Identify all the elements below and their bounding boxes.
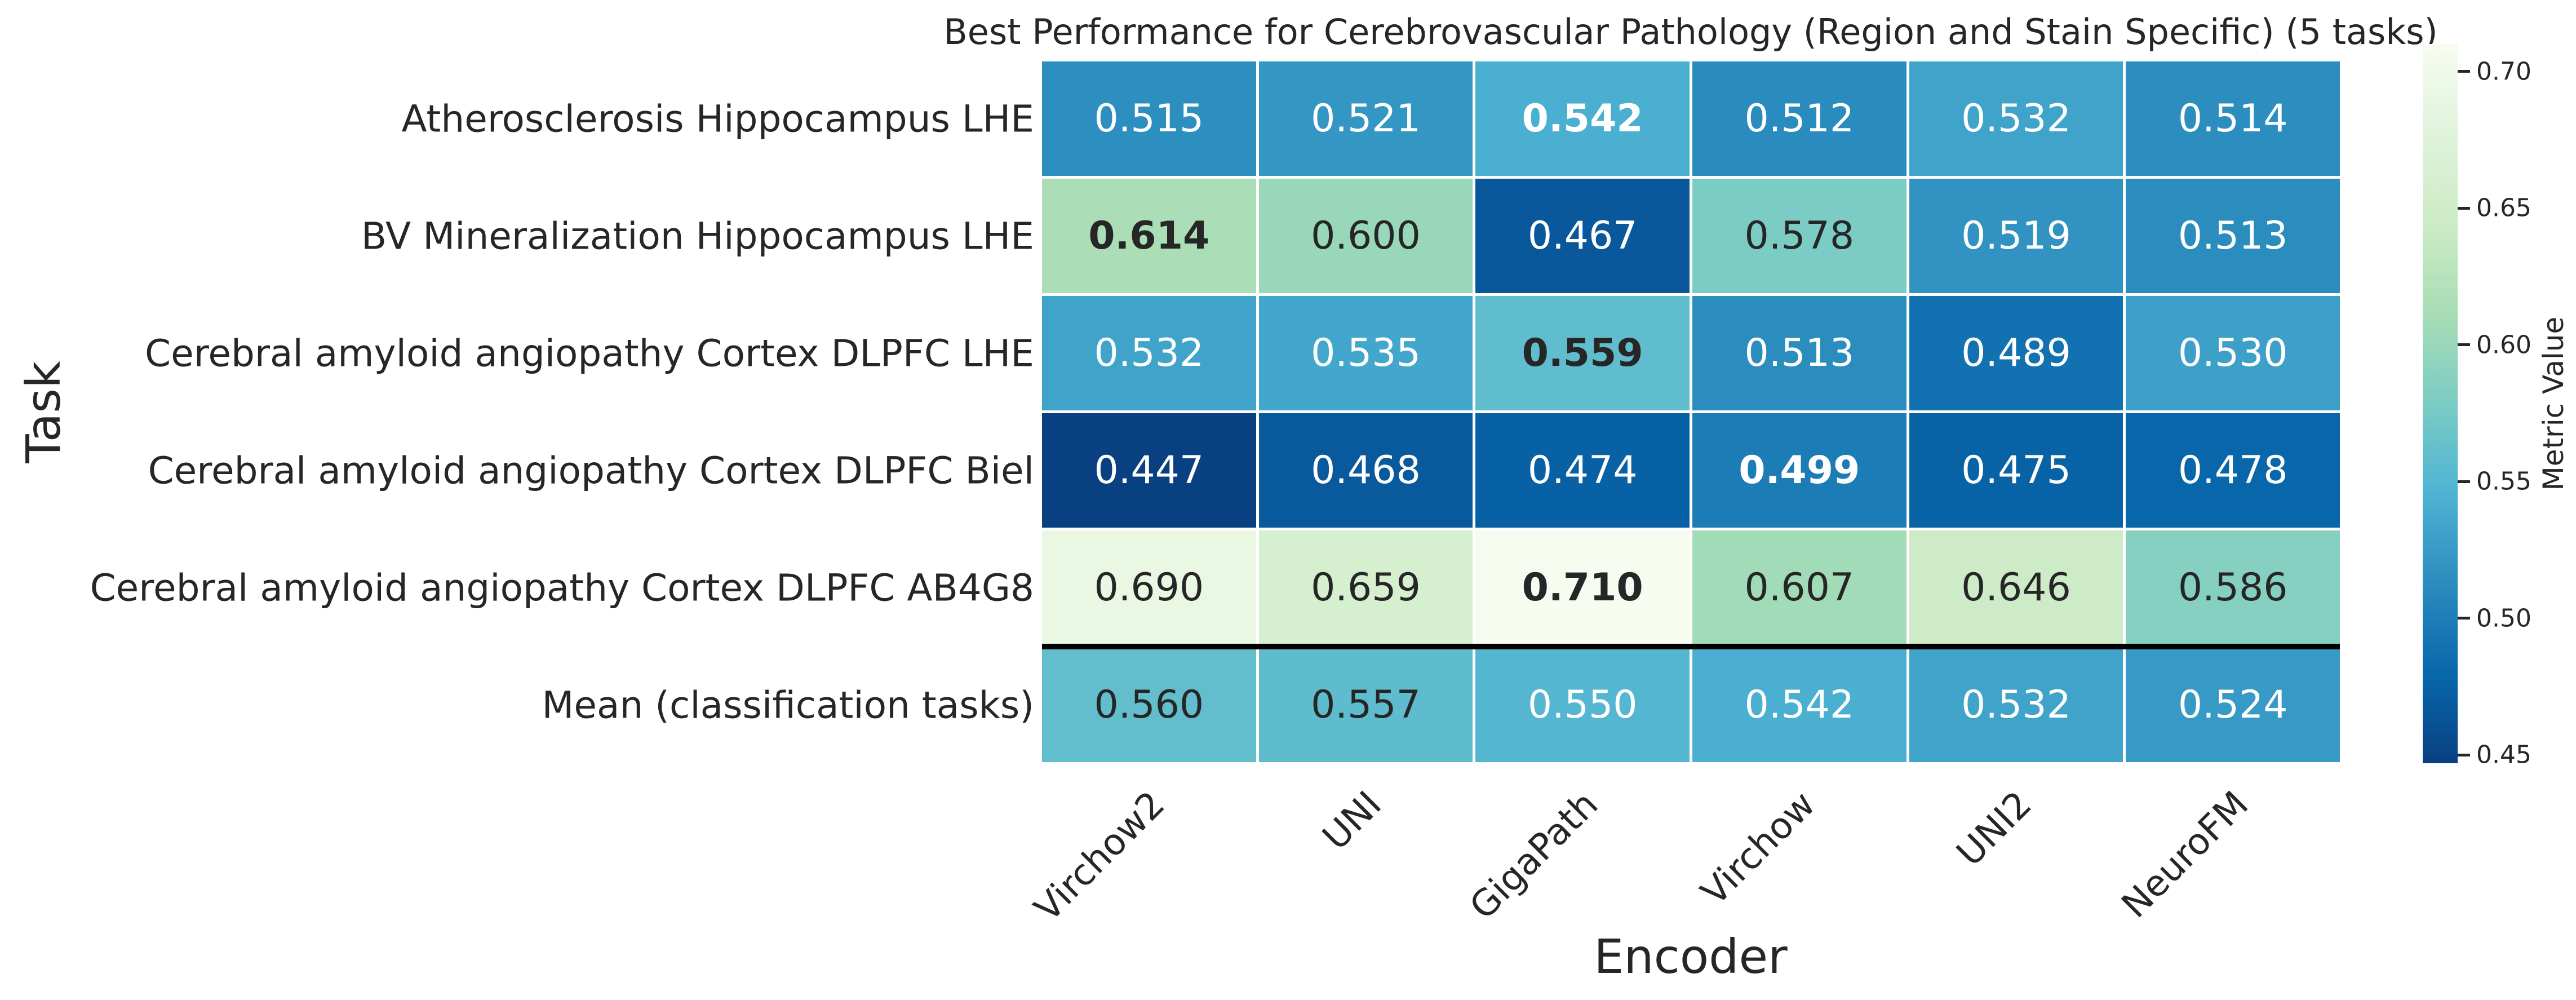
heatmap-cell: 0.532: [1042, 296, 1256, 410]
heatmap-cell: 0.557: [1258, 648, 1473, 762]
heatmap-cell: 0.614: [1042, 179, 1256, 293]
heatmap-cell: 0.514: [2126, 61, 2340, 176]
heatmap-cell: 0.659: [1258, 530, 1473, 645]
col-label: UNI2: [1949, 784, 2040, 875]
row-label: Cerebral amyloid angiopathy Cortex DLPFC…: [148, 449, 1034, 492]
heatmap-cell: 0.535: [1258, 296, 1473, 410]
colorbar-tick-mark: [2458, 206, 2470, 210]
colorbar-tick-mark: [2458, 480, 2470, 483]
colorbar-tick-label: 0.60: [2476, 330, 2531, 360]
colorbar-tick-mark: [2458, 617, 2470, 620]
colorbar-tick-label: 0.50: [2476, 604, 2531, 633]
heatmap-cell: 0.690: [1042, 530, 1256, 645]
col-label: NeuroFM: [2114, 784, 2257, 927]
heatmap-cell: 0.530: [2126, 296, 2340, 410]
heatmap-cell: 0.542: [1692, 648, 1906, 762]
heatmap-cell: 0.489: [1909, 296, 2123, 410]
heatmap-cell: 0.474: [1475, 413, 1690, 528]
row-label: Mean (classification tasks): [542, 683, 1034, 727]
colorbar-gradient: [2423, 44, 2458, 763]
heatmap-cell: 0.542: [1475, 61, 1690, 176]
heatmap-cell: 0.519: [1909, 179, 2123, 293]
heatmap-cell: 0.513: [1692, 296, 1906, 410]
row-label: Cerebral amyloid angiopathy Cortex DLPFC…: [90, 566, 1034, 609]
heatmap-cell: 0.475: [1909, 413, 2123, 528]
heatmap-cell: 0.499: [1692, 413, 1906, 528]
heatmap-cell: 0.532: [1909, 648, 2123, 762]
row-label: BV Mineralization Hippocampus LHE: [361, 214, 1034, 258]
row-label: Cerebral amyloid angiopathy Cortex DLPFC…: [145, 331, 1034, 375]
col-label: Virchow: [1693, 784, 1824, 914]
heatmap-cell: 0.447: [1042, 413, 1256, 528]
heatmap-cell: 0.513: [2126, 179, 2340, 293]
heatmap-cell: 0.710: [1475, 530, 1690, 645]
colorbar-label: Metric Value: [2537, 316, 2570, 491]
heatmap-cell: 0.478: [2126, 413, 2340, 528]
heatmap-cell: 0.467: [1475, 179, 1690, 293]
heatmap-cell: 0.578: [1692, 179, 1906, 293]
colorbar-tick-mark: [2458, 343, 2470, 347]
heatmap-cell: 0.560: [1042, 648, 1256, 762]
colorbar-tick-mark: [2458, 70, 2470, 73]
heatmap-cell: 0.550: [1475, 648, 1690, 762]
colorbar-tick-label: 0.55: [2476, 467, 2531, 496]
col-label: GigaPath: [1462, 784, 1607, 928]
colorbar-tick-mark: [2458, 753, 2470, 756]
heatmap-cell: 0.586: [2126, 530, 2340, 645]
row-label: Atherosclerosis Hippocampus LHE: [401, 97, 1034, 140]
heatmap-cell: 0.607: [1692, 530, 1906, 645]
heatmap-cell: 0.512: [1692, 61, 1906, 176]
heatmap-cell: 0.532: [1909, 61, 2123, 176]
heatmap-cell: 0.646: [1909, 530, 2123, 645]
x-axis-label: Encoder: [1594, 929, 1788, 984]
y-axis-label: Task: [16, 361, 71, 463]
chart-title: Best Performance for Cerebrovascular Pat…: [943, 11, 2438, 52]
colorbar-tick-label: 0.65: [2476, 193, 2531, 223]
heatmap-cell: 0.468: [1258, 413, 1473, 528]
heatmap-cell: 0.524: [2126, 648, 2340, 762]
heatmap-cell: 0.600: [1258, 179, 1473, 293]
col-label: Virchow2: [1026, 784, 1173, 930]
heatmap-cell: 0.515: [1042, 61, 1256, 176]
colorbar-tick-label: 0.70: [2476, 57, 2531, 86]
col-label: UNI: [1315, 784, 1390, 859]
heatmap-grid: 0.515 0.521 0.542 0.512 0.532 0.514 0.614 0.600…: [1042, 61, 2340, 762]
heatmap-cell: 0.559: [1475, 296, 1690, 410]
mean-row-separator-line: [1042, 644, 2340, 649]
colorbar-tick-label: 0.45: [2476, 740, 2531, 769]
heatmap-cell: 0.521: [1258, 61, 1473, 176]
